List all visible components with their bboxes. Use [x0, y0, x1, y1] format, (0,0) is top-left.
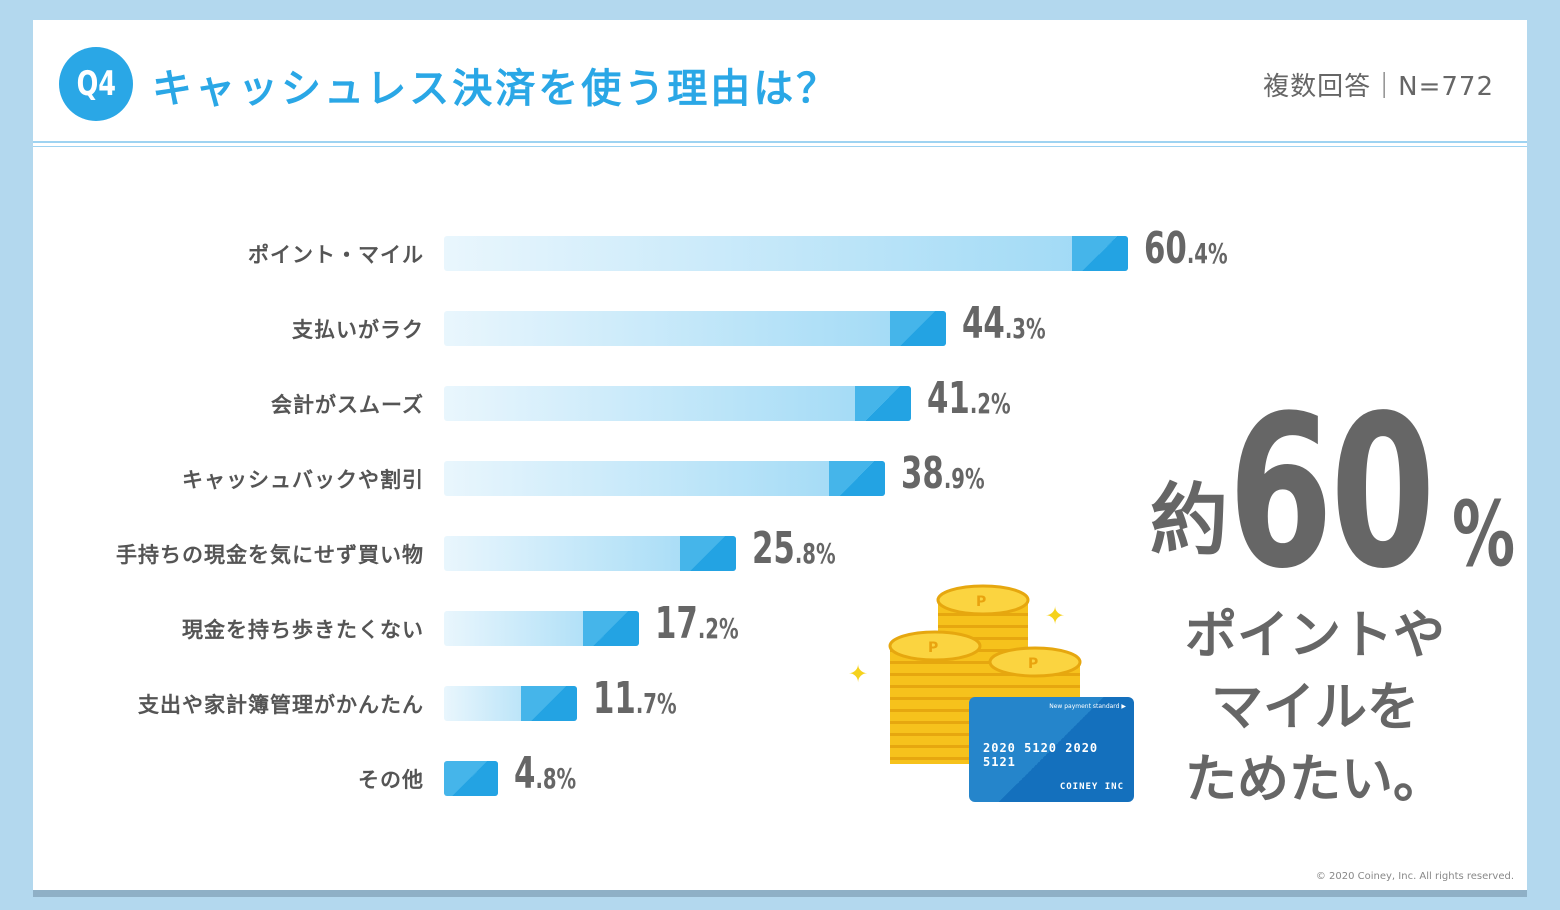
callout-number: 60	[1228, 370, 1436, 615]
copyright: © 2020 Coiney, Inc. All rights reserved.	[1315, 871, 1514, 882]
category-label: 支払いがラク	[292, 318, 424, 342]
bar-end	[1072, 236, 1129, 271]
value-int: 44	[961, 298, 1005, 349]
card-tag: New payment standard ▶	[1049, 703, 1126, 710]
category-label: 支出や家計簿管理がかんたん	[138, 693, 424, 717]
value-dec: .2%	[969, 387, 1011, 420]
bar	[444, 686, 577, 721]
value-int: 60	[1144, 223, 1188, 274]
bar-end	[582, 611, 639, 646]
bar	[444, 536, 737, 571]
category-label: その他	[358, 768, 424, 792]
value-int: 41	[926, 373, 970, 424]
value-label: 60.4%	[1144, 223, 1228, 274]
callout-figure: 約60%	[1150, 370, 1542, 615]
callout-prefix: 約	[1150, 476, 1229, 566]
category-label: ポイント・マイル	[248, 243, 424, 267]
bar	[444, 611, 639, 646]
category-label: 会計がスムーズ	[271, 393, 424, 417]
callout-percent: %	[1452, 482, 1516, 587]
divider	[33, 141, 1527, 143]
bar-end	[444, 761, 499, 796]
value-int: 25	[752, 523, 796, 574]
value-label: 17.2%	[655, 598, 739, 649]
value-dec: .9%	[943, 462, 985, 495]
chart-title: キャッシュレス決済を使う理由は？	[152, 66, 840, 112]
badge-text: Q4	[76, 64, 116, 104]
value-dec: .7%	[635, 687, 677, 720]
value-label: 44.3%	[962, 298, 1046, 349]
value-label: 25.8%	[752, 523, 836, 574]
callout-text: ポイントや マイルを ためたい。	[1180, 600, 1450, 816]
value-int: 38	[900, 448, 944, 499]
svg-text:P: P	[976, 594, 986, 610]
svg-text:P: P	[1028, 656, 1038, 672]
bar-end	[828, 461, 885, 496]
bar-end	[680, 536, 737, 571]
sparkle-icon: ✦	[1045, 602, 1066, 630]
value-label: 4.8%	[514, 748, 576, 799]
value-dec: .3%	[1004, 312, 1046, 345]
value-int: 17	[654, 598, 698, 649]
bar-end	[520, 686, 577, 721]
category-label: キャッシュバックや割引	[182, 468, 424, 492]
bar	[444, 461, 885, 496]
sample-info: 複数回答｜N=772	[1263, 72, 1494, 102]
value-int: 4	[514, 748, 536, 799]
card-number: 2020 5120 2020 5121	[983, 741, 1099, 769]
sparkle-icon: ✦	[848, 660, 869, 688]
value-label: 11.7%	[593, 673, 677, 724]
panel-shadow	[33, 890, 1527, 897]
value-dec: .4%	[1187, 237, 1228, 270]
callout-line: ポイントや	[1184, 606, 1445, 666]
bar	[444, 386, 911, 421]
panel	[33, 20, 1527, 890]
value-label: 38.9%	[901, 448, 985, 499]
credit-card: New payment standard ▶ 2020 5120 2020 51…	[969, 697, 1134, 802]
callout-line: ためたい。	[1184, 750, 1445, 810]
svg-text:P: P	[928, 640, 938, 656]
callout-line: マイルを	[1210, 678, 1419, 738]
bar-end	[854, 386, 911, 421]
category-label: 手持ちの現金を気にせず買い物	[116, 543, 424, 567]
coins-illustration: P P P	[888, 584, 1082, 764]
divider	[33, 146, 1527, 147]
bar	[444, 236, 1129, 271]
value-dec: .8%	[535, 762, 577, 795]
card-company: COINEY INC	[1059, 782, 1124, 792]
question-badge: Q4	[59, 47, 133, 121]
bar-end	[889, 311, 946, 346]
value-int: 11	[592, 673, 636, 724]
value-dec: .2%	[697, 612, 739, 645]
value-dec: .8%	[795, 537, 836, 570]
category-label: 現金を持ち歩きたくない	[182, 618, 424, 642]
coin-stack: P	[888, 630, 982, 764]
bar	[444, 311, 946, 346]
value-label: 41.2%	[927, 373, 1011, 424]
bar	[444, 761, 499, 796]
